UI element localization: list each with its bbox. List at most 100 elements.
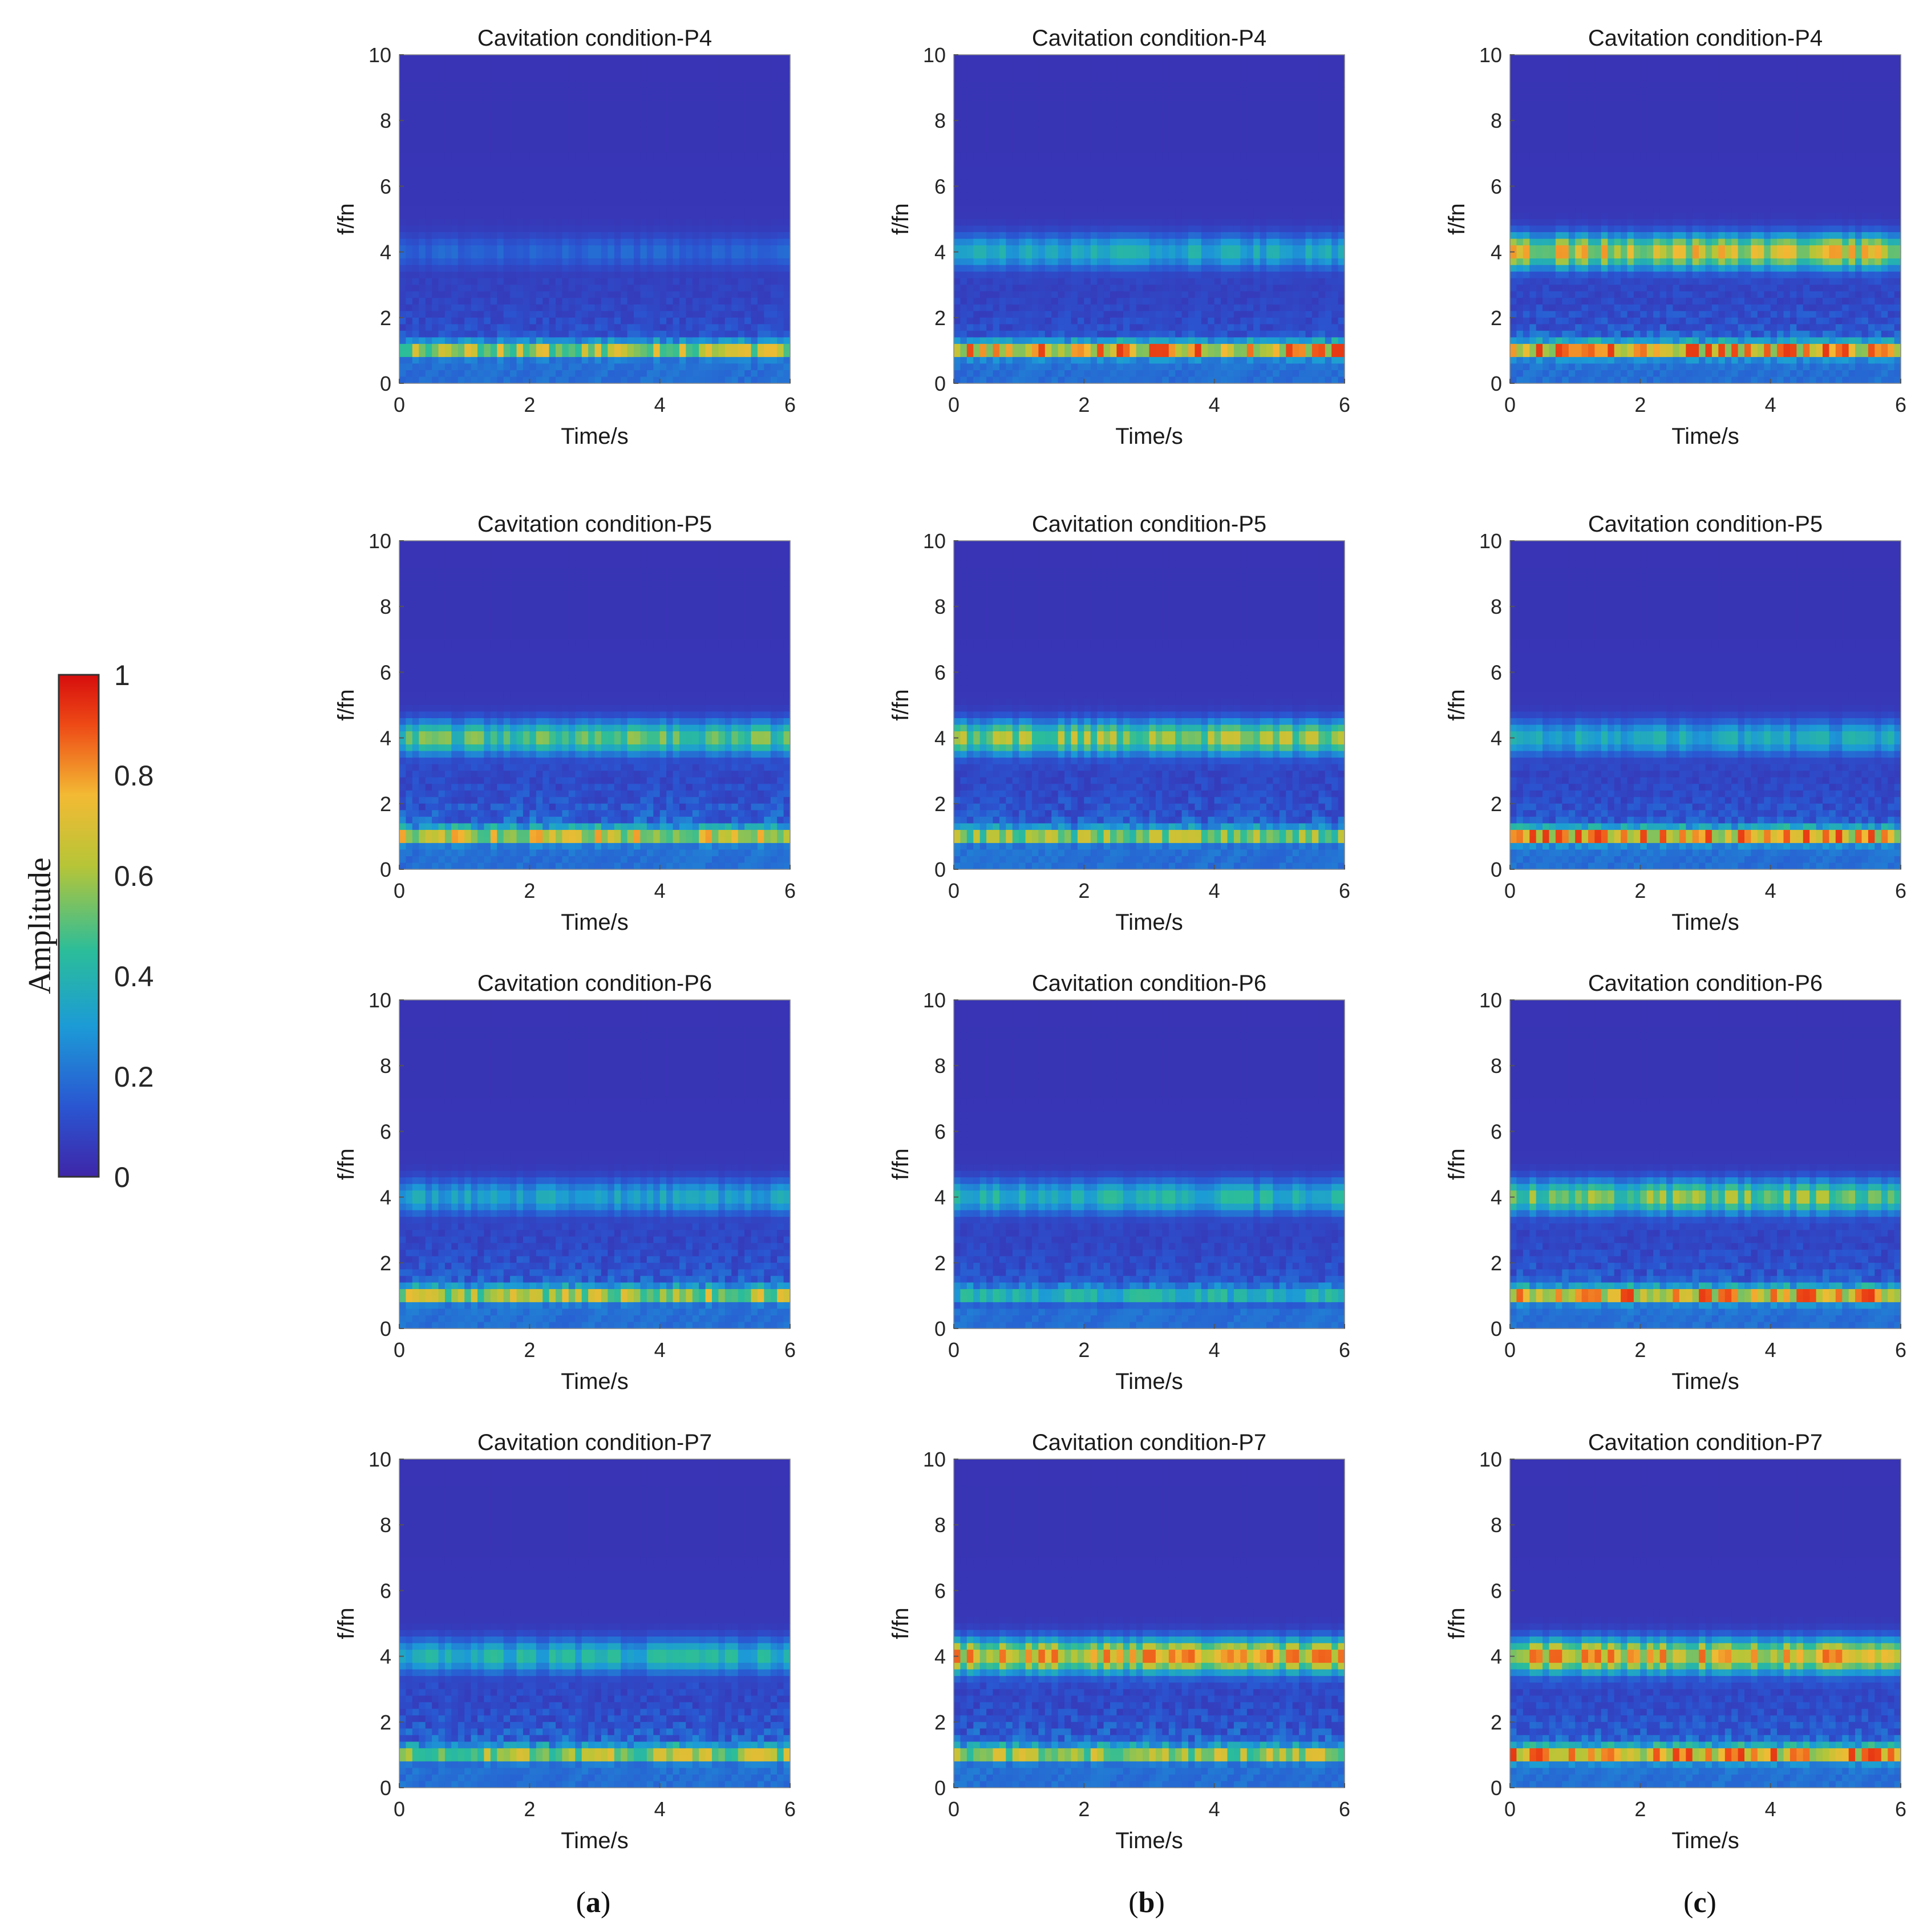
heatmap-cell <box>647 147 654 153</box>
heatmap-cell <box>497 62 504 68</box>
heatmap-cell <box>542 94 549 101</box>
heatmap-cell <box>562 153 569 160</box>
heatmap-cell <box>432 107 439 114</box>
heatmap-cell <box>751 94 758 101</box>
heatmap-cell <box>738 81 745 88</box>
heatmap-cell <box>451 68 458 75</box>
heatmap-cell <box>497 107 504 114</box>
heatmap-cell <box>529 101 536 108</box>
heatmap-cell <box>706 153 712 160</box>
heatmap-cell <box>582 127 589 134</box>
heatmap-cell <box>666 114 673 121</box>
heatmap-cell <box>725 55 732 62</box>
heatmap-cell <box>582 94 589 101</box>
heatmap-cell <box>523 107 530 114</box>
heatmap-cell <box>640 62 647 68</box>
heatmap-cell <box>718 101 725 108</box>
heatmap-cell <box>549 140 556 147</box>
heatmap-cell <box>445 94 452 101</box>
heatmap-cell <box>484 127 491 134</box>
heatmap-cell <box>504 127 511 134</box>
heatmap-cell <box>666 147 673 153</box>
colorbar: 1 0.8 0.6 0.4 0.2 0 Amplitude <box>22 659 154 1193</box>
heatmap-cell <box>640 140 647 147</box>
heatmap-cell <box>751 140 758 147</box>
heatmap-cell <box>627 127 634 134</box>
heatmap-cell <box>666 55 673 62</box>
heatmap-cell <box>718 120 725 127</box>
colorbar-tick-label: 0 <box>114 1161 130 1193</box>
heatmap-cell <box>542 133 549 140</box>
heatmap-cell <box>777 94 784 101</box>
heatmap-cell <box>458 127 465 134</box>
heatmap-cell <box>458 88 465 95</box>
heatmap-cell <box>529 75 536 82</box>
heatmap-cell <box>419 167 426 173</box>
heatmap-cell <box>601 147 608 153</box>
heatmap-cell <box>784 127 791 134</box>
heatmap-cell <box>471 140 478 147</box>
heatmap-cell <box>731 147 738 153</box>
heatmap-cell <box>439 62 446 68</box>
heatmap-cell <box>653 101 660 108</box>
heatmap-cell <box>412 62 419 68</box>
heatmap-cell <box>575 101 582 108</box>
heatmap-cell <box>699 147 706 153</box>
heatmap-cell <box>738 120 745 127</box>
heatmap-cell <box>419 81 426 88</box>
heatmap-cell <box>451 62 458 68</box>
heatmap-cell <box>445 81 452 88</box>
heatmap-cell <box>653 75 660 82</box>
heatmap-cell <box>679 160 686 167</box>
heatmap-cell <box>542 55 549 62</box>
heatmap-cell <box>562 167 569 173</box>
heatmap-cell <box>536 167 543 173</box>
heatmap-cell <box>751 88 758 95</box>
heatmap-cell <box>549 167 556 173</box>
heatmap-cell <box>647 120 654 127</box>
heatmap-cell <box>653 55 660 62</box>
heatmap-cell <box>614 88 621 95</box>
heatmap-cell <box>439 101 446 108</box>
heatmap-cell <box>523 167 530 173</box>
heatmap-cell <box>536 133 543 140</box>
heatmap-cell <box>510 140 517 147</box>
heatmap-cell <box>569 167 576 173</box>
heatmap-cell <box>451 114 458 121</box>
heatmap-cell <box>542 127 549 134</box>
heatmap-cell <box>744 160 751 167</box>
heatmap-cell <box>666 81 673 88</box>
heatmap-cell <box>784 140 791 147</box>
heatmap-cell <box>477 75 484 82</box>
heatmap-cell <box>758 75 764 82</box>
heatmap-cell <box>542 107 549 114</box>
heatmap-cell <box>627 88 634 95</box>
heatmap-cell <box>406 55 412 62</box>
heatmap-cell <box>751 114 758 121</box>
heatmap-cell <box>673 153 680 160</box>
heatmap-cell <box>529 167 536 173</box>
heatmap-cell <box>556 55 562 62</box>
heatmap-cell <box>569 140 576 147</box>
heatmap-cell <box>640 167 647 173</box>
heatmap-cell <box>439 120 446 127</box>
heatmap-cell <box>725 147 732 153</box>
heatmap-cell <box>484 68 491 75</box>
heatmap-cell <box>412 140 419 147</box>
heatmap-cell <box>445 160 452 167</box>
heatmap-cell <box>556 147 562 153</box>
heatmap-cell <box>523 81 530 88</box>
heatmap-cell <box>497 153 504 160</box>
heatmap-cell <box>536 75 543 82</box>
heatmap-cell <box>699 88 706 95</box>
heatmap-cell <box>601 127 608 134</box>
heatmap-cell <box>751 147 758 153</box>
heatmap-cell <box>464 94 471 101</box>
heatmap-cell <box>471 55 478 62</box>
heatmap-cell <box>484 62 491 68</box>
heatmap-cell <box>718 140 725 147</box>
heatmap-cell <box>679 153 686 160</box>
heatmap-cell <box>771 101 778 108</box>
heatmap-cell <box>497 94 504 101</box>
heatmap-cell <box>666 75 673 82</box>
